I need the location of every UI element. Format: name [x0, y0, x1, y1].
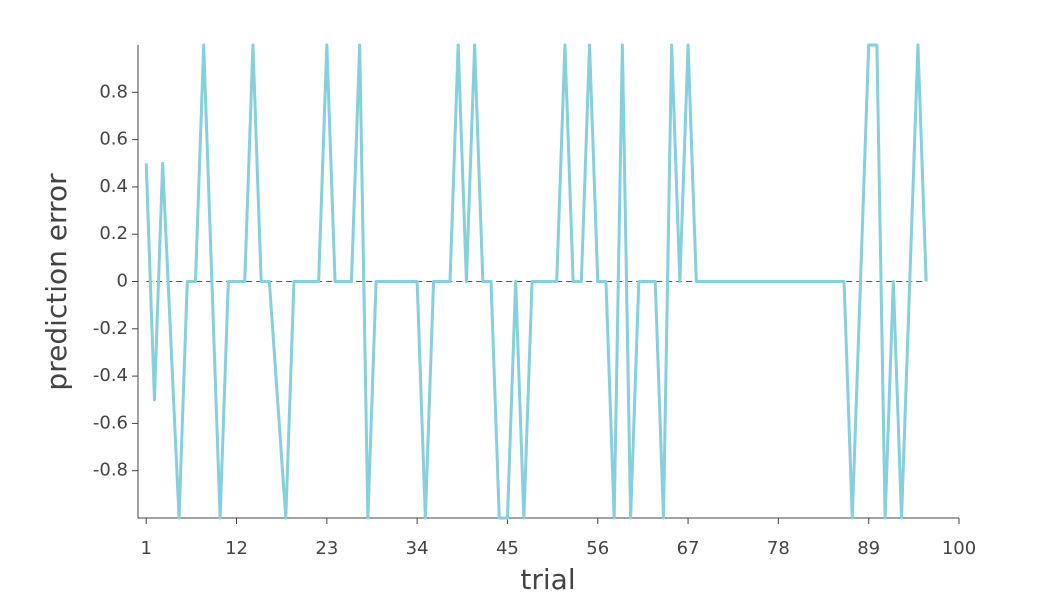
y-tick-label: -0.8 [93, 460, 128, 481]
y-tick-label: 0 [117, 271, 128, 292]
y-tick-label: -0.2 [93, 318, 128, 339]
x-tick-label: 100 [942, 538, 976, 559]
x-tick-label: 56 [586, 538, 609, 559]
data-line [144, 43, 928, 520]
y-tick-label: 0.2 [99, 223, 128, 244]
x-tick-label: 67 [677, 538, 700, 559]
y-axis-label: prediction error [40, 173, 73, 391]
x-tick-label: 34 [406, 538, 429, 559]
y-tick-label: -0.6 [93, 412, 128, 433]
x-tick-label: 45 [496, 538, 519, 559]
y-tick-label: 0.6 [99, 129, 128, 150]
x-tick-label: 12 [225, 538, 248, 559]
y-tick-label: 0.4 [99, 176, 128, 197]
x-axis-label: trial [520, 563, 575, 596]
x-tick-label: 1 [140, 538, 151, 559]
x-tick-label: 89 [857, 538, 880, 559]
x-tick-label: 23 [315, 538, 338, 559]
y-tick-label: 0.8 [99, 81, 128, 102]
x-tick-label: 78 [767, 538, 790, 559]
y-tick-label: -0.4 [93, 365, 128, 386]
